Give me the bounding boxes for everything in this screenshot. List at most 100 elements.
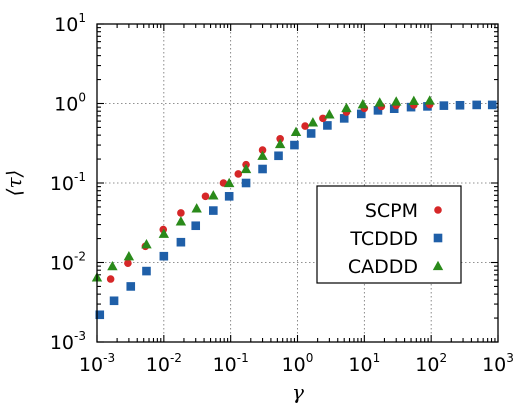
caddd-point bbox=[424, 95, 435, 105]
tcddd-point bbox=[356, 109, 366, 119]
y-tick-label-exponent: 0 bbox=[78, 91, 86, 105]
x-tick-label-base: 10 bbox=[348, 354, 372, 376]
scpm-point bbox=[301, 122, 309, 130]
x-tick-label-exponent: -1 bbox=[237, 351, 249, 365]
tcddd-point bbox=[290, 140, 299, 150]
caddd-point bbox=[341, 102, 352, 113]
scpm-point bbox=[106, 275, 115, 283]
scpm-point bbox=[258, 146, 267, 154]
caddd-point bbox=[357, 98, 369, 109]
tcddd-point bbox=[472, 100, 481, 110]
y-tick-label: 101 bbox=[54, 11, 86, 36]
tcddd-point bbox=[191, 221, 201, 231]
tcddd-point bbox=[258, 164, 267, 174]
x-tick-label-exponent: -3 bbox=[103, 351, 115, 365]
x-tick-label-base: 10 bbox=[482, 354, 506, 376]
caddd-point bbox=[191, 203, 202, 213]
x-tick-label-exponent: 1 bbox=[373, 351, 381, 365]
y-tick-label: 10-1 bbox=[50, 170, 86, 195]
grid bbox=[97, 24, 498, 342]
caddd-point bbox=[141, 238, 152, 249]
x-tick-label-base: 10 bbox=[213, 354, 237, 376]
tcddd-point bbox=[95, 310, 105, 320]
scpm-point bbox=[177, 209, 185, 217]
y-tick-label: 10-3 bbox=[50, 329, 86, 354]
x-tick-label: 101 bbox=[348, 351, 380, 376]
caddd-point bbox=[274, 138, 286, 149]
caddd-point bbox=[307, 117, 319, 127]
x-tick-label-base: 10 bbox=[282, 354, 306, 376]
scpm-point bbox=[234, 170, 243, 178]
axis-ticks: 10-3 10-2 10-1 100 101 102 10310-310-210-11001… bbox=[50, 11, 514, 376]
tcddd-point bbox=[487, 100, 497, 110]
x-axis-label: γ bbox=[292, 380, 304, 404]
legend: SCPM TCDDD CADDD bbox=[316, 185, 462, 284]
tcddd-point bbox=[224, 192, 234, 201]
legend-label-tcddd: TCDDD bbox=[349, 228, 418, 250]
data-points bbox=[91, 95, 497, 320]
y-tick-label-base: 10 bbox=[50, 173, 74, 195]
x-tick-label: 103 bbox=[482, 351, 514, 376]
caddd-point bbox=[391, 96, 402, 106]
y-tick-label-exponent: -1 bbox=[74, 170, 86, 184]
x-tick-label: 10-1 bbox=[213, 351, 249, 376]
y-tick-label-base: 10 bbox=[54, 14, 78, 36]
tcddd-point bbox=[176, 237, 186, 247]
tcddd-point bbox=[159, 251, 169, 261]
y-axis-label: ⟨τ⟩ bbox=[2, 170, 26, 197]
caddd-point bbox=[107, 260, 118, 271]
x-tick-label-exponent: 0 bbox=[306, 351, 314, 365]
tcddd-point bbox=[373, 106, 383, 115]
y-tick-label-base: 10 bbox=[54, 94, 78, 116]
caddd-point bbox=[208, 190, 219, 200]
caddd-point bbox=[123, 251, 135, 261]
x-tick-label-exponent: 3 bbox=[506, 351, 514, 365]
tcddd-point bbox=[209, 206, 218, 215]
caddd-point bbox=[257, 150, 268, 160]
tcddd-point bbox=[389, 104, 399, 114]
caddd-point bbox=[223, 177, 235, 188]
tcddd-point bbox=[439, 101, 449, 110]
x-tick-label-base: 10 bbox=[79, 354, 103, 376]
legend-marker-scpm bbox=[434, 206, 442, 214]
x-tick-label-exponent: 2 bbox=[439, 351, 447, 365]
legend-label-caddd: CADDD bbox=[348, 256, 418, 278]
y-tick-label: 100 bbox=[54, 91, 86, 116]
series-tcddd bbox=[95, 100, 497, 320]
caddd-point bbox=[175, 216, 187, 226]
scpm-point bbox=[319, 114, 327, 123]
scpm-point bbox=[201, 192, 210, 201]
caddd-point bbox=[158, 228, 170, 238]
y-tick-label: 10-2 bbox=[50, 250, 86, 275]
y-tick-label-exponent: -2 bbox=[74, 250, 86, 264]
caddd-point bbox=[240, 163, 252, 174]
y-tick-label-base: 10 bbox=[50, 332, 74, 354]
y-tick-label-base: 10 bbox=[50, 253, 74, 275]
y-tick-label-exponent: 1 bbox=[78, 11, 86, 25]
legend-marker-caddd bbox=[432, 260, 444, 271]
tcddd-point bbox=[142, 266, 151, 276]
tcddd-point bbox=[339, 114, 349, 123]
tcddd-point bbox=[241, 178, 251, 188]
y-tick-label-exponent: -3 bbox=[74, 329, 86, 343]
caddd-point bbox=[374, 97, 385, 107]
caddd-point bbox=[408, 95, 420, 106]
legend-marker-tcddd bbox=[433, 233, 443, 243]
tcddd-point bbox=[109, 296, 119, 306]
series-caddd bbox=[91, 95, 435, 282]
x-tick-label: 102 bbox=[415, 351, 447, 376]
x-tick-label: 10-3 bbox=[79, 351, 115, 376]
tcddd-point bbox=[323, 121, 332, 130]
tcddd-point bbox=[455, 100, 465, 110]
scpm-point bbox=[124, 259, 132, 267]
x-tick-label: 10-2 bbox=[146, 351, 182, 376]
tcddd-point bbox=[126, 282, 136, 291]
x-tick-label-base: 10 bbox=[146, 354, 170, 376]
x-tick-label-exponent: -2 bbox=[170, 351, 182, 365]
x-tick-label: 100 bbox=[282, 351, 314, 376]
legend-label-scpm: SCPM bbox=[365, 200, 418, 222]
x-tick-label-base: 10 bbox=[415, 354, 439, 376]
plot-frame bbox=[96, 23, 499, 343]
tcddd-point bbox=[274, 151, 283, 161]
